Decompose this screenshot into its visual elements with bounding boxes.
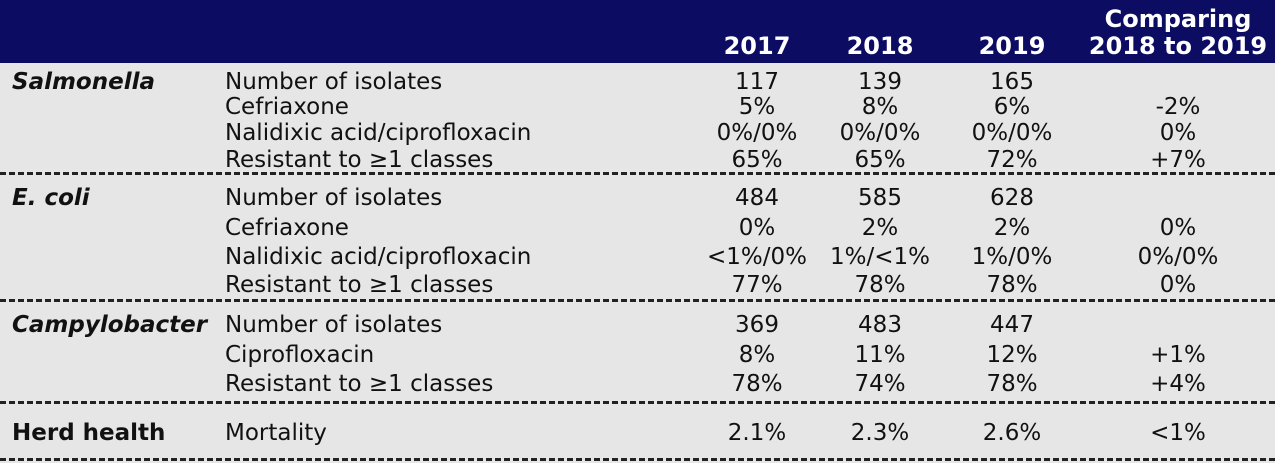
measure-label: Resistant to ≥1 classes <box>225 147 494 173</box>
year-header: 2017 <box>723 32 791 60</box>
cell-value: 0% <box>738 215 776 241</box>
measure-label: Number of isolates <box>225 69 443 95</box>
cell-value: 74% <box>854 371 906 397</box>
cell-value: 0%/0% <box>971 120 1053 146</box>
cell-value: 2.6% <box>982 420 1042 446</box>
measure-label: Nalidixic acid/ciprofloxacin <box>225 244 532 270</box>
cell-value: 483 <box>858 312 902 338</box>
cell-value: 2.1% <box>727 420 787 446</box>
year-header: 2019 <box>978 32 1046 60</box>
measure-label: Number of isolates <box>225 312 443 338</box>
dashed-separator <box>0 458 1275 461</box>
cell-value: 2.3% <box>850 420 910 446</box>
cell-value: 6% <box>993 94 1031 120</box>
cell-value: 2% <box>993 215 1031 241</box>
cell-value: 78% <box>731 371 783 397</box>
cell-value: 484 <box>735 185 779 211</box>
measure-label: Ciprofloxacin <box>225 342 375 368</box>
cell-value: 8% <box>861 94 899 120</box>
cell-value: 139 <box>858 69 902 95</box>
cell-value: 78% <box>986 272 1038 298</box>
cell-value: <1%/0% <box>707 244 807 270</box>
cell-value: 117 <box>735 69 779 95</box>
cell-value: 585 <box>858 185 902 211</box>
comparison-header: Comparing <box>1104 5 1252 33</box>
cell-value: 77% <box>731 272 783 298</box>
group-label: Campylobacter <box>12 312 208 338</box>
cell-value: 11% <box>854 342 906 368</box>
measure-label: Cefriaxone <box>225 215 349 241</box>
cell-value: 5% <box>738 94 776 120</box>
measure-label: Resistant to ≥1 classes <box>225 272 494 298</box>
cell-value: 0%/0% <box>1137 244 1219 270</box>
cell-value: 72% <box>986 147 1038 173</box>
cell-value: 0%/0% <box>716 120 798 146</box>
header-band <box>0 0 1275 63</box>
measure-label: Number of isolates <box>225 185 443 211</box>
cell-value: 1%/0% <box>971 244 1053 270</box>
cell-value: 78% <box>986 371 1038 397</box>
cell-value: 12% <box>986 342 1038 368</box>
cell-value: 369 <box>735 312 779 338</box>
cell-value: 0% <box>1159 272 1197 298</box>
group-label: Salmonella <box>12 69 155 95</box>
cell-value: +4% <box>1150 371 1206 397</box>
cell-value: 8% <box>738 342 776 368</box>
year-header: 2018 <box>846 32 914 60</box>
cell-value: 0% <box>1159 215 1197 241</box>
dashed-separator <box>0 299 1275 302</box>
cell-value: 0% <box>1159 120 1197 146</box>
cell-value: 78% <box>854 272 906 298</box>
cell-value: +1% <box>1150 342 1206 368</box>
comparison-header: 2018 to 2019 <box>1088 32 1268 60</box>
group-label: Herd health <box>12 420 166 446</box>
cell-value: 165 <box>990 69 1034 95</box>
cell-value: 2% <box>861 215 899 241</box>
measure-label: Nalidixic acid/ciprofloxacin <box>225 120 532 146</box>
measure-label: Mortality <box>225 420 327 446</box>
cell-value: 65% <box>854 147 906 173</box>
cell-value: 628 <box>990 185 1034 211</box>
cell-value: <1% <box>1150 420 1206 446</box>
cell-value: 447 <box>990 312 1034 338</box>
dashed-separator <box>0 172 1275 175</box>
measure-label: Resistant to ≥1 classes <box>225 371 494 397</box>
cell-value: 0%/0% <box>839 120 921 146</box>
cell-value: -2% <box>1155 94 1201 120</box>
group-label: E. coli <box>12 185 90 211</box>
cell-value: +7% <box>1150 147 1206 173</box>
cell-value: 1%/<1% <box>830 244 930 270</box>
measure-label: Cefriaxone <box>225 94 349 120</box>
dashed-separator <box>0 401 1275 404</box>
cell-value: 65% <box>731 147 783 173</box>
